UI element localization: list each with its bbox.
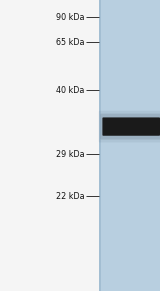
- FancyBboxPatch shape: [102, 117, 160, 136]
- FancyBboxPatch shape: [99, 111, 160, 143]
- Bar: [99, 0, 160, 291]
- Bar: [99, 0, 101, 291]
- Text: 90 kDa: 90 kDa: [56, 13, 85, 22]
- Text: 29 kDa: 29 kDa: [56, 150, 85, 159]
- Text: 22 kDa: 22 kDa: [56, 192, 85, 201]
- FancyBboxPatch shape: [100, 114, 160, 140]
- Text: 65 kDa: 65 kDa: [56, 38, 85, 47]
- Text: 40 kDa: 40 kDa: [56, 86, 85, 95]
